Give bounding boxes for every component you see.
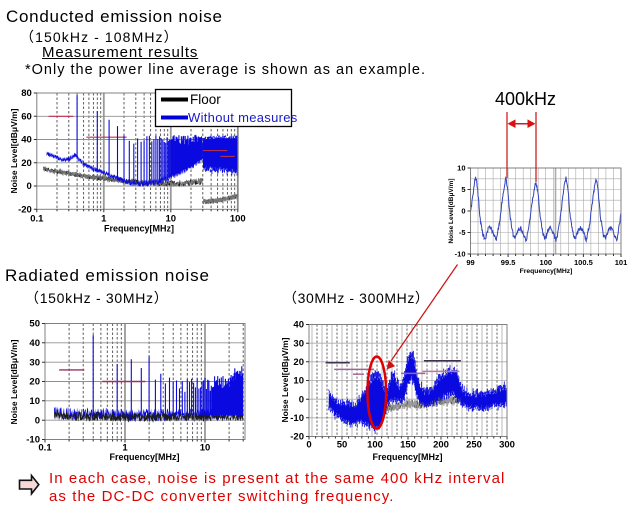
svg-text:Frequency[MHz]: Frequency[MHz]: [520, 268, 573, 275]
svg-text:40: 40: [29, 338, 40, 349]
svg-text:Floor: Floor: [190, 92, 221, 107]
svg-text:10: 10: [457, 164, 465, 173]
svg-text:-10: -10: [455, 250, 466, 259]
svg-text:-10: -10: [290, 413, 304, 424]
svg-text:10: 10: [200, 443, 211, 454]
svg-text:99: 99: [466, 258, 474, 267]
svg-text:30: 30: [29, 357, 40, 368]
svg-text:0: 0: [306, 440, 311, 451]
svg-text:Noise Level[dBμV/m]: Noise Level[dBμV/m]: [448, 178, 455, 243]
svg-text:10: 10: [293, 376, 304, 387]
svg-text:30: 30: [293, 338, 304, 349]
svg-text:Without measures: Without measures: [188, 110, 298, 125]
svg-text:-10: -10: [26, 435, 40, 446]
svg-text:101: 101: [615, 258, 628, 267]
svg-text:0: 0: [299, 394, 304, 405]
svg-text:60: 60: [21, 112, 32, 123]
svg-text:20: 20: [293, 357, 304, 368]
svg-text:40: 40: [21, 135, 32, 146]
svg-text:50: 50: [337, 440, 348, 451]
svg-text:100: 100: [230, 213, 246, 224]
svg-text:250: 250: [466, 440, 482, 451]
svg-text:Noise Level[dBμV/m]: Noise Level[dBμV/m]: [9, 108, 19, 193]
svg-text:1: 1: [122, 443, 128, 454]
svg-text:200: 200: [433, 440, 449, 451]
svg-text:150: 150: [400, 440, 416, 451]
svg-text:Frequency[MHz]: Frequency[MHz]: [372, 452, 442, 462]
svg-text:-20: -20: [290, 432, 304, 443]
svg-text:0: 0: [35, 415, 40, 426]
svg-text:0: 0: [461, 207, 465, 216]
svg-text:0.1: 0.1: [30, 213, 44, 224]
svg-text:10: 10: [29, 396, 40, 407]
svg-text:100: 100: [540, 258, 553, 267]
svg-text:5: 5: [461, 185, 465, 194]
svg-text:99.5: 99.5: [501, 258, 516, 267]
svg-text:100.5: 100.5: [574, 258, 593, 267]
svg-text:0: 0: [27, 181, 32, 192]
svg-text:20: 20: [21, 158, 32, 169]
svg-text:10: 10: [166, 213, 177, 224]
svg-text:Frequency[MHz]: Frequency[MHz]: [109, 452, 179, 462]
svg-text:-5: -5: [459, 228, 466, 237]
svg-text:50: 50: [29, 319, 40, 330]
svg-text:Noise Level[dBμV/m]: Noise Level[dBμV/m]: [280, 337, 290, 422]
svg-text:40: 40: [293, 320, 304, 331]
svg-text:-20: -20: [18, 205, 32, 216]
svg-text:300: 300: [499, 440, 515, 451]
svg-text:1: 1: [101, 213, 107, 224]
svg-text:20: 20: [29, 377, 40, 388]
svg-text:80: 80: [21, 88, 32, 99]
svg-text:0.1: 0.1: [38, 443, 52, 454]
svg-text:Noise Level[dBμV/m]: Noise Level[dBμV/m]: [9, 339, 19, 424]
svg-text:Frequency[MHz]: Frequency[MHz]: [104, 224, 174, 234]
svg-text:100: 100: [367, 440, 383, 451]
